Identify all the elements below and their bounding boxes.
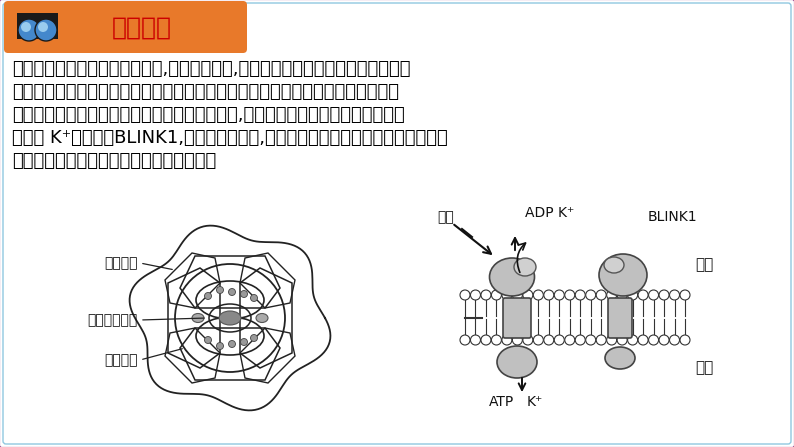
Circle shape [229, 341, 236, 347]
Circle shape [460, 290, 470, 300]
Circle shape [607, 335, 617, 345]
Circle shape [669, 290, 680, 300]
Circle shape [523, 335, 533, 345]
Bar [34, 13, 58, 39]
Circle shape [481, 290, 491, 300]
Circle shape [596, 335, 606, 345]
Circle shape [544, 335, 553, 345]
Bar [17, 13, 41, 39]
Circle shape [627, 335, 638, 345]
Circle shape [596, 290, 606, 300]
Circle shape [627, 290, 638, 300]
Ellipse shape [514, 258, 536, 276]
Circle shape [250, 295, 257, 301]
Text: 干旱是影响植物生长的重要因素,在干旱条件下,植物调节气孔的开闭是适应干旱环境: 干旱是影响植物生长的重要因素,在干旱条件下,植物调节气孔的开闭是适应干旱环境 [12, 60, 410, 78]
Circle shape [205, 292, 211, 299]
Circle shape [617, 335, 627, 345]
Text: 膜上有 K⁺转运蛋白BLINK1,光照是诱导信号,能调节气孔的开启和关闭，科学家研究: 膜上有 K⁺转运蛋白BLINK1,光照是诱导信号,能调节气孔的开启和关闭，科学家… [12, 129, 448, 147]
Circle shape [460, 335, 470, 345]
Circle shape [649, 335, 658, 345]
Circle shape [575, 335, 585, 345]
FancyBboxPatch shape [503, 298, 531, 338]
Circle shape [534, 335, 543, 345]
Circle shape [38, 22, 48, 32]
Text: 考点情境: 考点情境 [112, 16, 172, 40]
Text: 保卫细胞: 保卫细胞 [105, 353, 138, 367]
FancyBboxPatch shape [608, 298, 632, 338]
Circle shape [659, 290, 669, 300]
Circle shape [217, 287, 223, 294]
Circle shape [229, 288, 236, 295]
Text: BLINK1: BLINK1 [648, 210, 698, 224]
Text: 表皮细胞: 表皮细胞 [105, 256, 138, 270]
Circle shape [512, 335, 522, 345]
FancyBboxPatch shape [3, 3, 791, 444]
Circle shape [669, 335, 680, 345]
Ellipse shape [192, 313, 204, 322]
Circle shape [565, 335, 575, 345]
Text: 胞的吸水和失水有关，保卫细胞吸水时气孔开放,失水时气孔关闭。保卫细胞的细胞: 胞的吸水和失水有关，保卫细胞吸水时气孔开放,失水时气孔关闭。保卫细胞的细胞 [12, 106, 405, 124]
Circle shape [205, 337, 211, 343]
Circle shape [659, 335, 669, 345]
Circle shape [250, 334, 257, 342]
Text: 胞外: 胞外 [695, 257, 713, 273]
Circle shape [638, 335, 648, 345]
Circle shape [502, 290, 512, 300]
Bar [31, 20, 36, 32]
Circle shape [241, 338, 248, 346]
Ellipse shape [604, 257, 624, 273]
Circle shape [680, 290, 690, 300]
Text: 胞内: 胞内 [695, 360, 713, 375]
Text: 气孔（张开）: 气孔（张开） [88, 313, 138, 327]
Circle shape [565, 290, 575, 300]
Circle shape [649, 290, 658, 300]
Circle shape [586, 290, 596, 300]
Circle shape [575, 290, 585, 300]
Text: 菠菜叶片气孔及其开闭调节机制如图所示。: 菠菜叶片气孔及其开闭调节机制如图所示。 [12, 152, 216, 170]
FancyBboxPatch shape [4, 1, 247, 53]
Circle shape [607, 290, 617, 300]
Circle shape [523, 290, 533, 300]
Circle shape [617, 290, 627, 300]
Circle shape [554, 335, 565, 345]
Text: 光照: 光照 [437, 210, 453, 224]
Circle shape [471, 290, 480, 300]
Circle shape [471, 335, 480, 345]
Circle shape [241, 291, 248, 298]
Circle shape [481, 335, 491, 345]
Circle shape [512, 290, 522, 300]
Ellipse shape [599, 254, 647, 296]
Text: K⁺: K⁺ [527, 395, 543, 409]
Circle shape [491, 290, 502, 300]
Ellipse shape [489, 258, 534, 296]
Circle shape [586, 335, 596, 345]
Circle shape [502, 335, 512, 345]
Circle shape [554, 290, 565, 300]
Ellipse shape [605, 347, 635, 369]
Ellipse shape [497, 346, 537, 378]
Circle shape [534, 290, 543, 300]
Text: ADP K⁺: ADP K⁺ [525, 206, 574, 220]
Ellipse shape [219, 311, 241, 325]
Circle shape [680, 335, 690, 345]
Text: ATP: ATP [489, 395, 515, 409]
Ellipse shape [256, 313, 268, 322]
Circle shape [544, 290, 553, 300]
Circle shape [638, 290, 648, 300]
Circle shape [21, 22, 31, 32]
Text: 的生理特征之一。气孔是由保卫细胞以及孔隙所组成的结构，气孔的开闭与保卫细: 的生理特征之一。气孔是由保卫细胞以及孔隙所组成的结构，气孔的开闭与保卫细 [12, 83, 399, 101]
Circle shape [35, 19, 57, 41]
Circle shape [491, 335, 502, 345]
Circle shape [217, 342, 223, 350]
Circle shape [18, 19, 40, 41]
